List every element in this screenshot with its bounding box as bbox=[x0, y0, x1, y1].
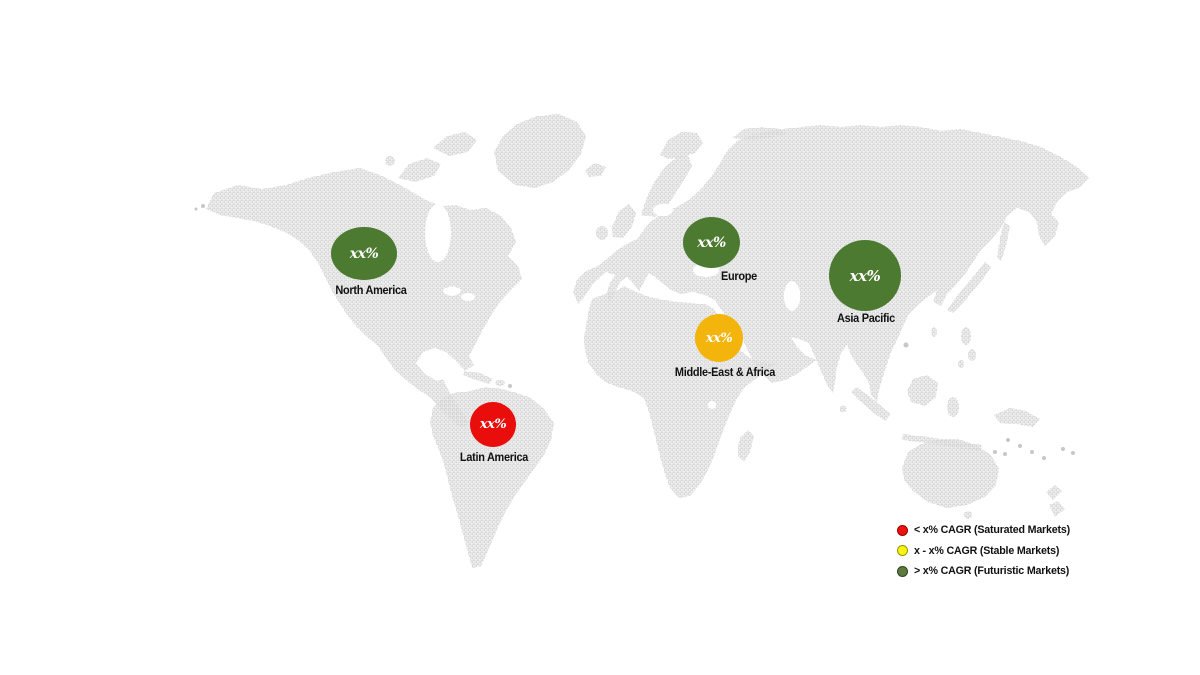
island-madagascar bbox=[738, 430, 754, 462]
island-japan bbox=[947, 262, 991, 313]
legend-row-saturated: < x% CAGR (Saturated Markets) bbox=[897, 520, 1075, 541]
legend-dot-stable-icon bbox=[897, 545, 908, 557]
island-philippines bbox=[961, 327, 971, 345]
legend-row-futuristic: > x% CAGR (Futuristic Markets) bbox=[897, 561, 1075, 582]
island-new-zealand bbox=[1046, 485, 1062, 500]
legend-dot-saturated-icon bbox=[897, 524, 908, 536]
scandinavia-north bbox=[660, 132, 703, 159]
island-new-guinea bbox=[994, 408, 1040, 427]
arctic-islands bbox=[398, 158, 441, 182]
legend-label-saturated: < x% CAGR (Saturated Markets) bbox=[914, 524, 1070, 537]
arctic-islands bbox=[385, 156, 395, 166]
island-tasmania bbox=[964, 511, 972, 519]
island-new-zealand bbox=[1049, 501, 1065, 517]
legend-row-stable: x - x% CAGR (Stable Markets) bbox=[897, 541, 1075, 562]
label-europe: Europe bbox=[721, 271, 757, 283]
label-latin-america: Latin America bbox=[459, 452, 529, 464]
bubble-europe: xx% bbox=[683, 217, 740, 268]
island-philippines bbox=[958, 360, 964, 368]
island-sri-lanka bbox=[839, 405, 847, 413]
bubble-north-america: xx% bbox=[331, 227, 397, 280]
legend-label-stable: x - x% CAGR (Stable Markets) bbox=[914, 544, 1060, 557]
island-cuba bbox=[463, 371, 493, 384]
island-specks bbox=[194, 204, 1075, 460]
island-borneo bbox=[907, 375, 938, 406]
label-asia-pacific: Asia Pacific bbox=[837, 313, 895, 325]
bubble-value-asia-pacific: xx% bbox=[849, 266, 881, 285]
cagr-legend: < x% CAGR (Saturated Markets) x - x% CAG… bbox=[897, 520, 1075, 582]
bubble-value-middle-east-africa: xx% bbox=[705, 330, 733, 346]
legend-dot-futuristic-icon bbox=[897, 565, 908, 577]
bubble-asia-pacific: xx% bbox=[829, 240, 901, 311]
scandinavia bbox=[641, 155, 692, 217]
bubble-middle-east-africa: xx% bbox=[695, 314, 743, 362]
bubble-value-latin-america: xx% bbox=[479, 417, 507, 432]
continent-australia bbox=[902, 439, 999, 508]
island-taiwan bbox=[931, 327, 937, 337]
label-middle-east-africa: Middle-East & Africa bbox=[674, 367, 776, 379]
island-uk bbox=[612, 204, 636, 238]
legend-label-futuristic: > x% CAGR (Futuristic Markets) bbox=[914, 565, 1070, 578]
island-sumatra bbox=[851, 387, 891, 421]
bubble-value-europe: xx% bbox=[697, 234, 726, 251]
bubble-value-north-america: xx% bbox=[349, 245, 379, 262]
arctic-islands bbox=[433, 132, 477, 156]
continent-south-america bbox=[430, 387, 554, 568]
island-iceland bbox=[585, 163, 606, 177]
island-greenland bbox=[494, 114, 586, 188]
island-ireland bbox=[596, 226, 608, 240]
island-hispaniola bbox=[495, 380, 505, 386]
island-sakhalin bbox=[997, 222, 1010, 261]
island-sulawesi bbox=[947, 397, 959, 417]
label-north-america: North America bbox=[335, 285, 407, 297]
bubble-latin-america: xx% bbox=[470, 402, 516, 447]
island-philippines bbox=[968, 349, 976, 361]
